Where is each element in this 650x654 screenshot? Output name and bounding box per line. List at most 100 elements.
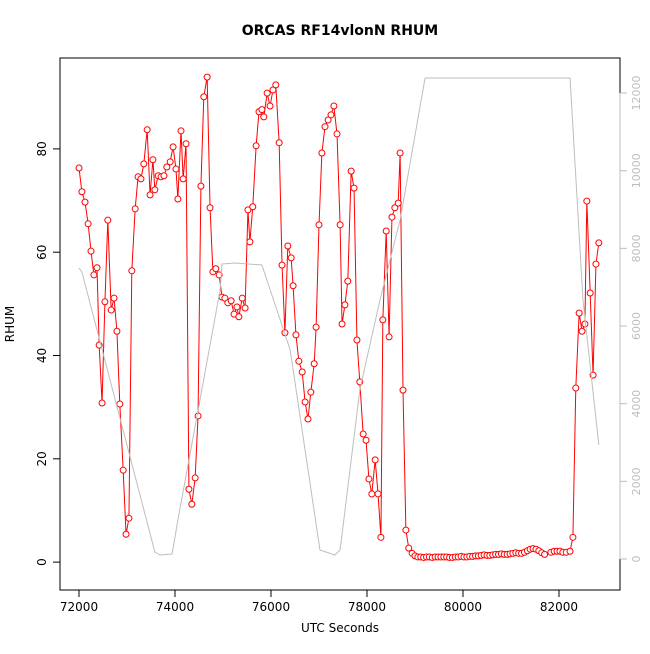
y2-tick-label: 2000	[630, 467, 643, 495]
data-point	[241, 304, 249, 312]
data-point	[263, 89, 271, 97]
y-tick-label: 0	[35, 558, 49, 566]
data-point	[312, 323, 320, 331]
y-axis-label: RHUM	[3, 306, 17, 343]
x-tick-label: 80000	[444, 600, 482, 614]
data-point	[104, 216, 112, 224]
data-point	[371, 456, 379, 464]
data-point	[75, 164, 83, 172]
data-point	[572, 384, 580, 392]
data-point	[295, 357, 303, 365]
data-point	[569, 533, 577, 541]
data-point	[212, 265, 220, 273]
y2-tick-label: 0	[630, 556, 643, 563]
data-point	[169, 143, 177, 151]
y2-tick-label: 4000	[630, 390, 643, 418]
data-point	[151, 186, 159, 194]
data-point	[275, 139, 283, 147]
data-point	[227, 297, 235, 305]
data-point	[402, 526, 410, 534]
data-point	[188, 500, 196, 508]
y-tick-label: 60	[35, 245, 49, 260]
data-point	[304, 415, 312, 423]
data-point	[592, 260, 600, 268]
x-tick-label: 74000	[156, 600, 194, 614]
data-point	[238, 294, 246, 302]
data-point	[301, 398, 309, 406]
data-point	[396, 149, 404, 157]
data-point	[143, 126, 151, 134]
data-point	[391, 204, 399, 212]
data-point	[359, 430, 367, 438]
data-point	[93, 264, 101, 272]
data-point	[307, 388, 315, 396]
data-point	[298, 368, 306, 376]
data-point	[260, 113, 268, 121]
data-point	[191, 474, 199, 482]
data-point	[166, 158, 174, 166]
data-point	[140, 160, 148, 168]
data-point	[278, 261, 286, 269]
data-point	[382, 227, 390, 235]
data-point	[368, 490, 376, 498]
data-point	[287, 254, 295, 262]
data-point	[318, 149, 326, 157]
data-point	[182, 140, 190, 148]
data-point	[101, 298, 109, 306]
data-point	[194, 412, 202, 420]
data-point	[365, 475, 373, 483]
y-tick-label: 80	[35, 141, 49, 156]
data-point	[258, 106, 266, 114]
data-point	[566, 547, 574, 555]
series-line	[78, 77, 600, 556]
data-point	[200, 93, 208, 101]
data-point	[377, 533, 385, 541]
data-point	[321, 123, 329, 131]
x-tick-label: 76000	[252, 600, 290, 614]
data-point	[284, 242, 292, 250]
data-point	[206, 204, 214, 212]
data-point	[336, 221, 344, 229]
data-point	[113, 327, 121, 335]
y2-tick-label: 8000	[630, 234, 643, 262]
x-tick-label: 78000	[348, 600, 386, 614]
y2-tick-label: 12000	[630, 76, 643, 111]
data-point	[122, 530, 130, 538]
data-point	[179, 175, 187, 183]
data-point	[394, 199, 402, 207]
data-point	[595, 239, 603, 247]
data-point	[347, 167, 355, 175]
data-point	[350, 184, 358, 192]
x-axis-label: UTC Seconds	[301, 621, 379, 635]
data-point	[131, 205, 139, 213]
data-point	[84, 220, 92, 228]
data-point	[81, 198, 89, 206]
data-point	[338, 320, 346, 328]
data-point	[107, 306, 115, 314]
data-point	[330, 102, 338, 110]
chart-title: ORCAS RF14vlonN RHUM	[242, 23, 438, 39]
data-point	[174, 195, 182, 203]
y-tick-label: 20	[35, 451, 49, 466]
data-point	[362, 436, 370, 444]
data-point	[185, 485, 193, 493]
data-point	[586, 289, 594, 297]
x-tick-label: 82000	[540, 600, 578, 614]
data-point	[87, 247, 95, 255]
data-point	[266, 102, 274, 110]
data-point	[246, 238, 254, 246]
data-point	[235, 313, 243, 321]
data-point	[353, 336, 361, 344]
data-point	[116, 400, 124, 408]
y2-tick-label: 6000	[630, 312, 643, 340]
data-point	[172, 165, 180, 173]
data-point	[110, 294, 118, 302]
data-point	[541, 550, 549, 558]
data-point	[128, 267, 136, 275]
data-point	[388, 213, 396, 221]
data-point	[233, 303, 241, 311]
data-point	[583, 197, 591, 205]
data-point	[385, 333, 393, 341]
